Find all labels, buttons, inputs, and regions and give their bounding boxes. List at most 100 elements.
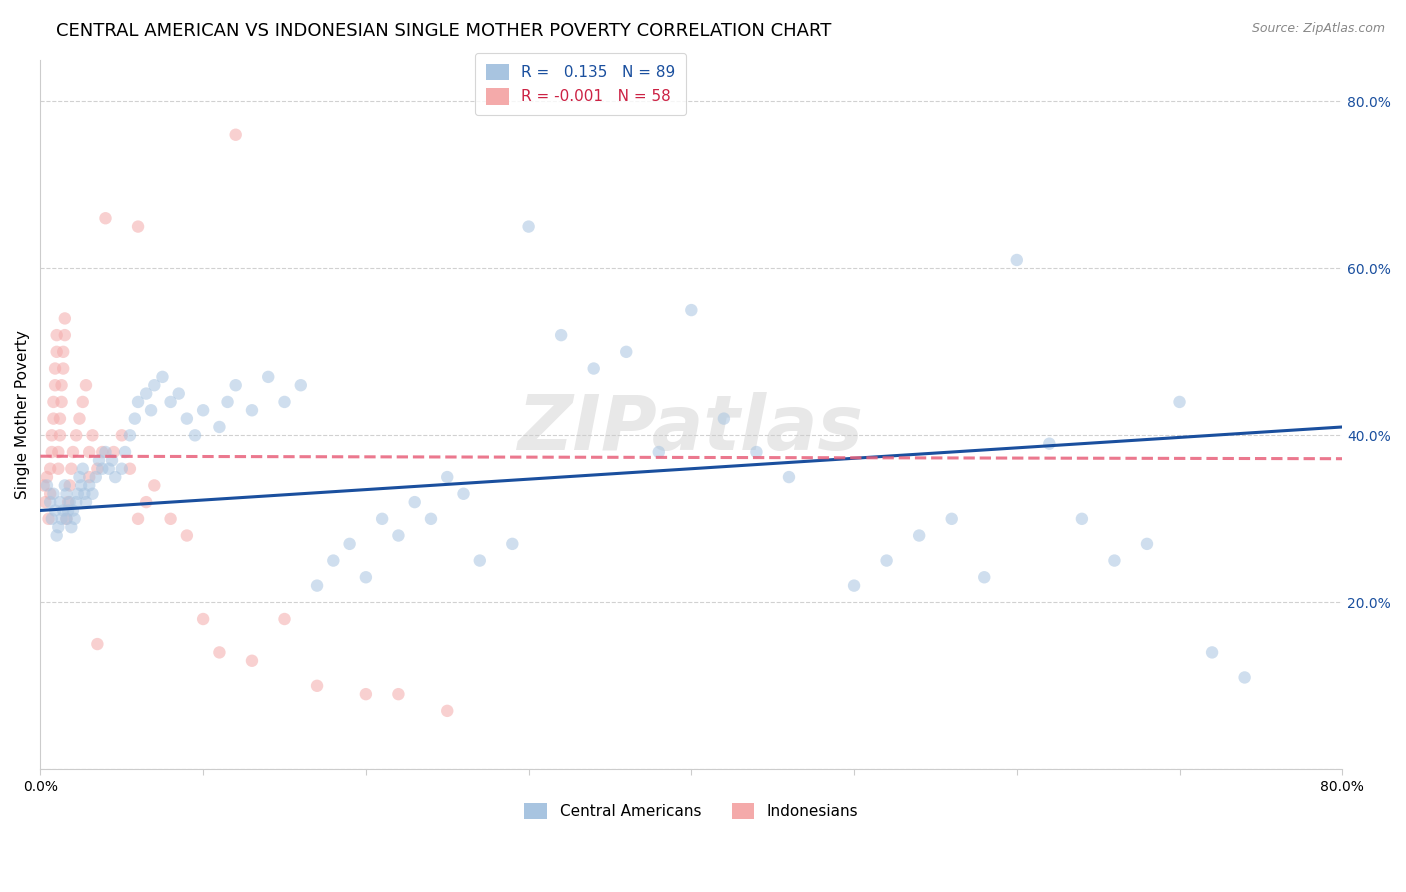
Point [1136,537,1159,551]
Point [135,495,157,509]
Point [582,361,605,376]
Point [614,344,637,359]
Point [51,395,73,409]
Point [101,453,124,467]
Point [127,512,149,526]
Point [38,512,60,526]
Point [86,461,108,475]
Point [176,411,198,425]
Y-axis label: Single Mother Poverty: Single Mother Poverty [15,330,30,499]
Point [217,395,239,409]
Point [114,445,136,459]
Point [973,570,995,584]
Point [290,378,312,392]
Point [77,445,100,459]
Point [39,495,62,509]
Point [42,395,65,409]
Point [82,487,104,501]
Point [52,503,75,517]
Point [91,445,114,459]
Point [257,370,280,384]
Point [371,512,394,526]
Point [32,478,55,492]
Point [354,687,377,701]
Point [713,411,735,425]
Point [65,428,87,442]
Point [82,428,104,442]
Point [111,428,134,442]
Point [118,461,141,475]
Point [143,378,166,392]
Point [420,512,443,526]
Text: CENTRAL AMERICAN VS INDONESIAN SINGLE MOTHER POVERTY CORRELATION CHART: CENTRAL AMERICAN VS INDONESIAN SINGLE MO… [56,22,831,40]
Point [34,495,56,509]
Point [1038,436,1060,450]
Point [53,478,76,492]
Point [35,478,58,492]
Point [77,470,100,484]
Point [53,311,76,326]
Point [62,503,84,517]
Point [111,461,134,475]
Point [339,537,361,551]
Point [45,328,67,343]
Point [41,428,63,442]
Point [56,495,79,509]
Point [35,470,58,484]
Point [75,495,97,509]
Text: Source: ZipAtlas.com: Source: ZipAtlas.com [1251,22,1385,36]
Point [94,211,117,226]
Point [72,461,94,475]
Point [46,445,69,459]
Point [44,378,66,392]
Text: ZIPatlas: ZIPatlas [519,392,865,466]
Point [1201,645,1223,659]
Point [240,654,263,668]
Point [73,487,96,501]
Point [51,378,73,392]
Point [876,553,898,567]
Point [681,303,703,318]
Point [45,344,67,359]
Point [70,478,93,492]
Point [49,411,72,425]
Point [517,219,540,234]
Point [42,411,65,425]
Point [307,579,329,593]
Point [941,512,963,526]
Point [139,403,162,417]
Point [103,445,125,459]
Point [60,461,83,475]
Point [56,503,79,517]
Point [97,461,120,475]
Point [60,520,83,534]
Point [46,461,69,475]
Point [159,512,181,526]
Point [184,428,207,442]
Point [404,495,426,509]
Legend: Central Americans, Indonesians: Central Americans, Indonesians [519,797,865,825]
Point [225,128,247,142]
Point [778,470,800,484]
Point [501,537,523,551]
Point [436,470,458,484]
Point [453,487,475,501]
Point [191,612,214,626]
Point [127,395,149,409]
Point [1070,512,1092,526]
Point [550,328,572,343]
Point [842,579,865,593]
Point [468,553,491,567]
Point [66,487,89,501]
Point [49,428,72,442]
Point [387,528,409,542]
Point [72,395,94,409]
Point [124,411,146,425]
Point [143,478,166,492]
Point [94,445,117,459]
Point [745,445,768,459]
Point [86,637,108,651]
Point [1005,252,1028,267]
Point [135,386,157,401]
Point [55,512,77,526]
